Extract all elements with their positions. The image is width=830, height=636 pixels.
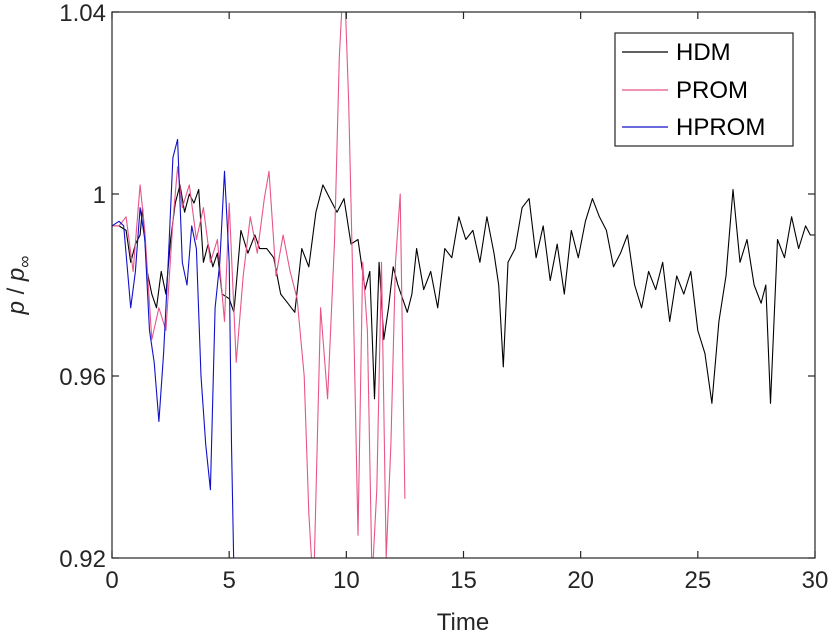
y-tick-label: 1.04 <box>59 0 106 27</box>
x-tick-label: 10 <box>333 567 360 594</box>
x-tick-label: 25 <box>684 567 711 594</box>
series-line-hdm <box>112 184 815 404</box>
x-tick-label: 5 <box>222 567 235 594</box>
series-line-prom <box>112 12 406 558</box>
x-axis-label: Time <box>437 609 489 636</box>
series-line-hprom <box>112 138 235 558</box>
legend-entry-hprom: HPROM <box>676 114 765 141</box>
ticks-layer: 0 5 10 15 20 25 30 0.92 0.96 1 1.04 <box>59 0 828 594</box>
x-tick-label: 0 <box>105 567 118 594</box>
x-tick-label: 30 <box>802 567 829 594</box>
x-tick-label: 15 <box>450 567 477 594</box>
legend-entry-hdm: HDM <box>676 39 731 66</box>
y-axis-label-subscript: ∞ <box>15 256 34 268</box>
y-tick-label: 0.92 <box>59 546 106 573</box>
y-tick-label: 0.96 <box>59 364 106 391</box>
y-tick-label: 1 <box>93 182 106 209</box>
y-axis-label-sub-base: p <box>3 268 30 282</box>
x-tick-label: 20 <box>567 567 594 594</box>
legend: HDM PROM HPROM <box>614 32 794 147</box>
y-axis-label: p / p∞ <box>3 256 34 316</box>
y-axis-label-separator: / <box>3 281 30 301</box>
legend-entry-prom: PROM <box>676 77 748 104</box>
series-layer <box>112 12 815 558</box>
y-axis-label-group: p / p∞ <box>3 256 34 316</box>
y-axis-label-main: p <box>3 301 30 315</box>
